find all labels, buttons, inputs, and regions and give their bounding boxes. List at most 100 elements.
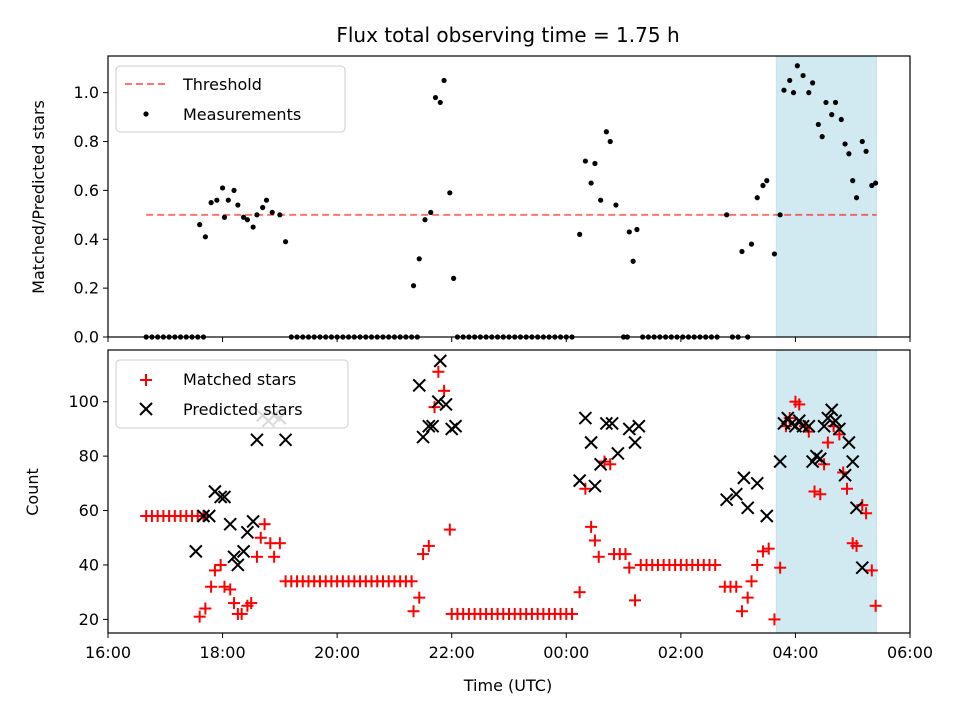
measurement-point (607, 138, 613, 145)
matched-star-point (228, 597, 241, 610)
predicted-star-point (828, 414, 843, 428)
measurement-point (260, 204, 266, 211)
matched-star-point (417, 548, 430, 561)
measurement-point (250, 224, 256, 230)
matched-star-point (818, 458, 831, 471)
matched-star-point (407, 605, 420, 618)
predicted-star-point (773, 454, 787, 469)
matched-star-point (218, 580, 231, 593)
measurement-point (832, 99, 839, 106)
matched-star-point (821, 436, 834, 449)
measurement-point (771, 251, 778, 257)
measurement-point (739, 248, 745, 255)
matched-star-point (224, 583, 237, 596)
measurement-point (764, 178, 770, 184)
matched-star-point (245, 597, 258, 610)
matched-stars-points (140, 365, 882, 626)
measurement-point (582, 158, 588, 164)
predicted-star-point (611, 446, 625, 461)
measurement-point (254, 212, 260, 218)
legend-predicted-swatch (139, 402, 153, 416)
predicted-star-point (838, 468, 852, 482)
matched-star-point (208, 564, 221, 577)
predicted-star-point (217, 490, 232, 504)
measurement-point (863, 148, 869, 154)
measurement-point (724, 212, 730, 218)
predicted-star-point (412, 378, 426, 393)
measurement-point (263, 197, 270, 203)
predicted-star-point (433, 354, 447, 368)
predicted-star-point (189, 544, 203, 559)
predicted-star-point (223, 517, 237, 531)
x-tick-label: 04:00 (772, 643, 818, 662)
matched-star-point (214, 558, 227, 571)
predicted-star-point (846, 454, 860, 469)
predicted-star-point (588, 479, 602, 493)
top-y-axis-ticks: 0.0 0.2 0.4 0.6 0.8 1.0 (74, 83, 108, 347)
top-x-axis-ticks (107, 337, 911, 342)
predicted-stars-points (189, 354, 869, 575)
x-tick-label: 06:00 (887, 643, 933, 662)
predicted-star-point (802, 419, 816, 433)
measurement-point (422, 217, 428, 223)
predicted-star-point (605, 416, 619, 431)
predicted-star-point (628, 435, 642, 450)
measurement-point (781, 87, 787, 93)
bottom-highlight-region (775, 349, 878, 634)
matched-star-point (250, 550, 263, 563)
measurement-point (244, 217, 250, 223)
measurement-point (197, 222, 203, 228)
legend-predicted-label: Predicted stars (183, 400, 303, 419)
measurement-point (603, 129, 609, 135)
measurement-point (626, 229, 632, 235)
predicted-star-point (632, 419, 646, 433)
matched-star-point (443, 523, 456, 536)
measurement-point (873, 180, 879, 186)
measurement-point (588, 180, 594, 186)
bottom-legend: Matched stars Predicted stars (115, 359, 349, 429)
measurement-point (613, 202, 619, 208)
matched-star-point (751, 558, 764, 571)
predicted-star-point (196, 509, 211, 523)
measurement-point (451, 275, 457, 281)
matched-star-point (850, 539, 863, 552)
matched-star-point (273, 537, 286, 550)
matched-star-point (762, 542, 775, 555)
measurement-point (428, 209, 434, 215)
predicted-star-point (578, 411, 593, 425)
predicted-star-point (227, 550, 241, 564)
y-tick-label: 0.4 (74, 230, 99, 249)
measurement-point (214, 197, 220, 203)
measurement-point (416, 256, 422, 262)
measurement-point (800, 72, 806, 79)
predicted-star-point (236, 544, 251, 559)
measurement-point (447, 190, 453, 196)
measurement-point (634, 226, 640, 233)
measurement-point (208, 200, 214, 206)
predicted-star-point (278, 433, 293, 447)
y-tick-label: 1.0 (74, 83, 99, 102)
x-tick-label: 22:00 (429, 643, 475, 662)
matched-star-point (774, 561, 787, 574)
matched-star-point (840, 482, 853, 495)
y-tick-label: 100 (68, 392, 99, 411)
predicted-star-point (593, 457, 608, 471)
predicted-star-point (425, 419, 440, 433)
x-tick-label: 16:00 (85, 643, 131, 662)
y-tick-label: 0.8 (74, 132, 99, 151)
predicted-star-point (240, 525, 255, 540)
measurement-point (231, 187, 237, 193)
matched-star-point (205, 580, 218, 593)
matched-star-point (869, 599, 882, 612)
matched-star-point (735, 605, 748, 618)
matched-star-point (258, 518, 271, 531)
matched-star-point (745, 575, 758, 588)
matched-star-point (235, 607, 248, 620)
measurement-point (441, 77, 447, 84)
legend-threshold-label: Threshold (182, 75, 262, 94)
predicted-star-point (622, 422, 637, 436)
measurement-point (846, 151, 852, 157)
matched-star-point (432, 365, 445, 378)
bottom-panel: 20 40 60 80 100 16:00 18:00 20:00 22:00 00:00 02:… (23, 349, 933, 695)
top-plot-frame (107, 55, 911, 338)
